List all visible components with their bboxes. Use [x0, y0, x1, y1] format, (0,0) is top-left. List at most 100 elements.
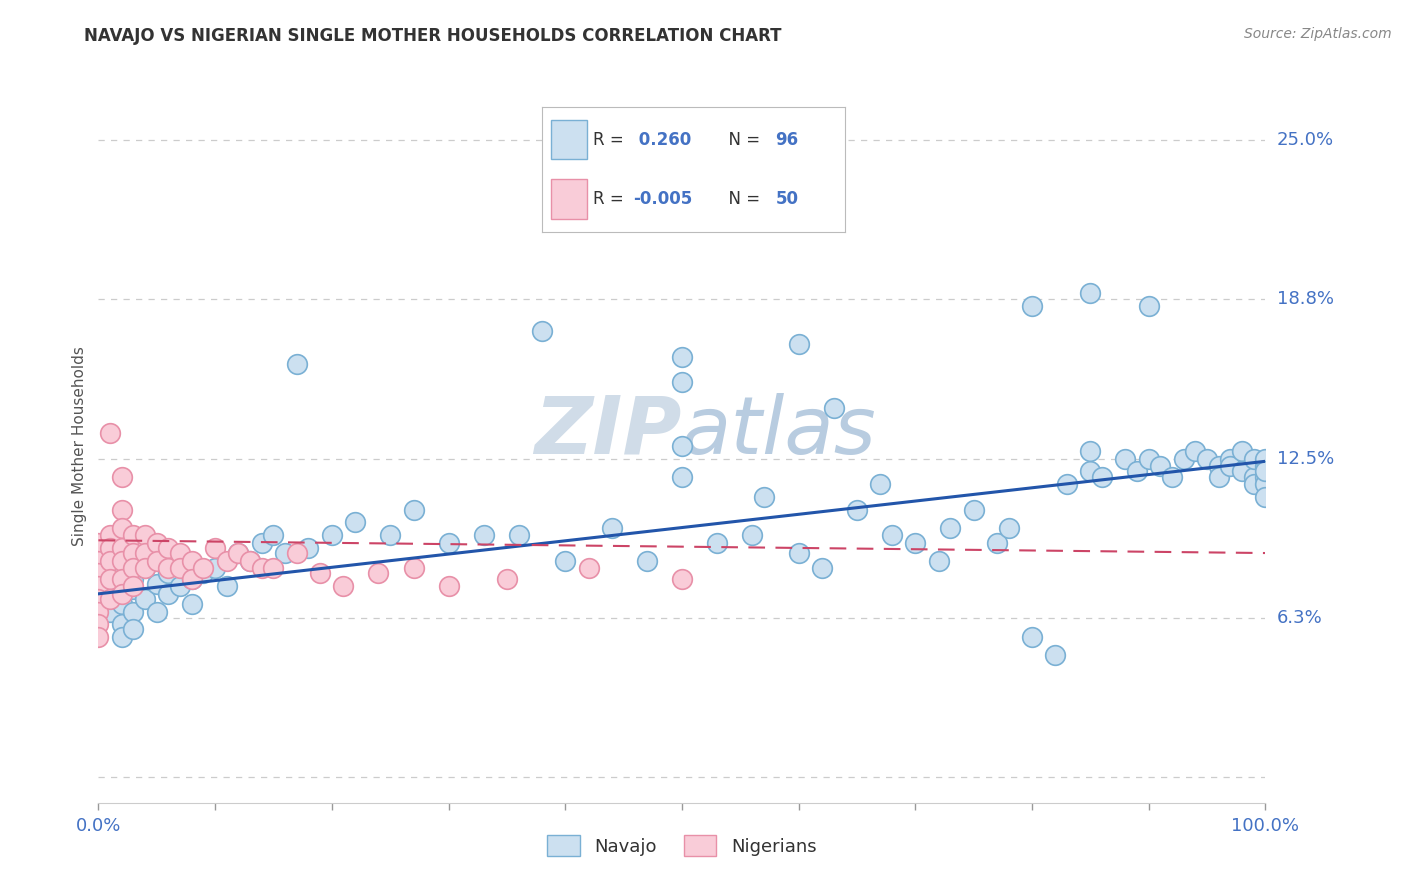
Point [193, 561, 215, 575]
Point [939, 520, 962, 534]
Point [1080, 465, 1102, 479]
Point [87, 591, 110, 606]
Point [87, 579, 110, 593]
Point [437, 536, 460, 550]
Point [98, 541, 121, 555]
Point [122, 605, 145, 619]
Point [496, 572, 519, 586]
Point [180, 572, 202, 586]
Point [98, 591, 121, 606]
Point [98, 591, 121, 606]
Point [122, 579, 145, 593]
Point [880, 528, 903, 542]
Point [134, 546, 156, 560]
Point [134, 561, 156, 575]
Point [928, 554, 950, 568]
Point [1208, 469, 1230, 483]
Text: 6.3%: 6.3% [1277, 609, 1322, 627]
Point [215, 579, 238, 593]
Point [508, 528, 530, 542]
Point [87, 536, 110, 550]
Point [1254, 451, 1277, 466]
Point [1254, 477, 1277, 491]
Point [122, 582, 145, 596]
Point [134, 528, 156, 542]
Point [1219, 451, 1241, 466]
Point [250, 561, 273, 575]
Point [671, 439, 693, 453]
Point [285, 358, 308, 372]
Point [122, 623, 145, 637]
Point [134, 561, 156, 575]
Point [380, 528, 402, 542]
Text: atlas: atlas [682, 392, 877, 471]
Point [1173, 451, 1195, 466]
Point [111, 597, 134, 611]
Point [1219, 459, 1241, 474]
Point [146, 554, 169, 568]
Point [869, 477, 891, 491]
Point [274, 546, 297, 560]
Point [111, 469, 134, 483]
Point [1254, 465, 1277, 479]
Point [98, 579, 121, 593]
Point [98, 605, 121, 619]
Point [671, 350, 693, 364]
Point [111, 572, 134, 586]
Point [180, 597, 202, 611]
Point [811, 561, 834, 575]
Point [285, 546, 308, 560]
Point [111, 566, 134, 581]
Point [122, 546, 145, 560]
Point [986, 536, 1008, 550]
Point [122, 528, 145, 542]
Point [87, 554, 110, 568]
Point [111, 554, 134, 568]
Point [169, 546, 191, 560]
Text: 12.5%: 12.5% [1277, 450, 1334, 467]
Point [157, 541, 180, 555]
Point [146, 536, 169, 550]
Point [215, 554, 238, 568]
Point [111, 587, 134, 601]
Text: NAVAJO VS NIGERIAN SINGLE MOTHER HOUSEHOLDS CORRELATION CHART: NAVAJO VS NIGERIAN SINGLE MOTHER HOUSEHO… [84, 27, 782, 45]
Point [437, 579, 460, 593]
Point [823, 401, 845, 415]
Point [1137, 451, 1160, 466]
Point [239, 554, 262, 568]
Point [1254, 459, 1277, 474]
Point [1243, 469, 1265, 483]
Point [530, 324, 553, 338]
Point [169, 561, 191, 575]
Y-axis label: Single Mother Households: Single Mother Households [72, 346, 87, 546]
Point [146, 576, 169, 591]
Point [578, 561, 600, 575]
Point [402, 561, 425, 575]
Point [1080, 444, 1102, 458]
Point [122, 561, 145, 575]
Point [741, 528, 763, 542]
Point [87, 617, 110, 632]
Point [1126, 465, 1149, 479]
Point [239, 554, 262, 568]
Text: 25.0%: 25.0% [1277, 131, 1334, 149]
Point [157, 587, 180, 601]
Point [111, 630, 134, 644]
Point [157, 566, 180, 581]
Point [1243, 451, 1265, 466]
Point [1254, 469, 1277, 483]
Point [1230, 444, 1253, 458]
Point [180, 554, 202, 568]
Point [111, 617, 134, 632]
Text: ZIP: ZIP [534, 392, 682, 471]
Point [1195, 451, 1218, 466]
Point [169, 554, 191, 568]
Point [1208, 459, 1230, 474]
Point [262, 528, 284, 542]
Point [636, 554, 658, 568]
Point [98, 426, 121, 441]
Point [297, 541, 319, 555]
Point [904, 536, 927, 550]
Point [752, 490, 775, 504]
Point [1045, 648, 1067, 662]
